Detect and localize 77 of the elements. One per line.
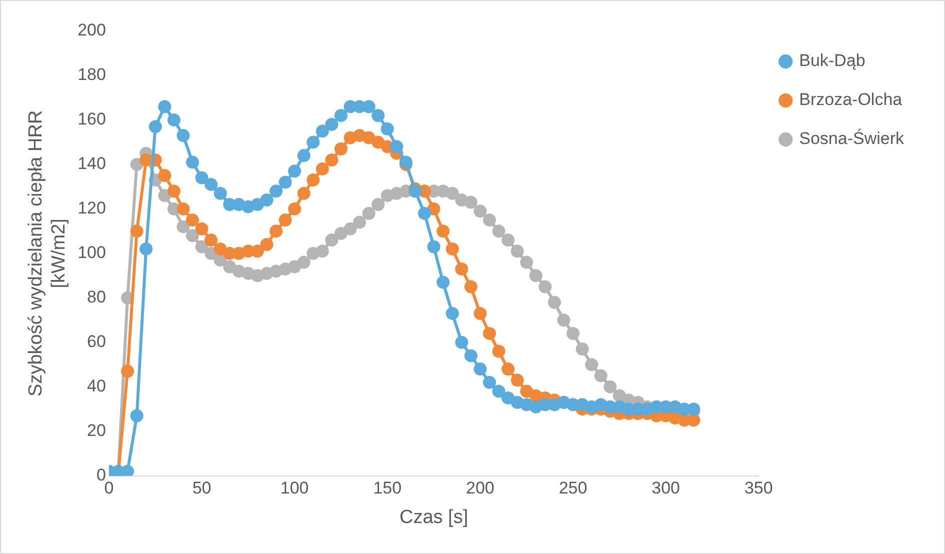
point <box>353 216 366 229</box>
point <box>176 202 190 216</box>
point <box>455 262 468 276</box>
y-axis-title: Szybkość wydzielania ciepła HRR [kW/m2] <box>26 110 70 396</box>
point <box>474 306 487 320</box>
y-tick-label: 120 <box>78 198 106 218</box>
point <box>474 204 487 218</box>
point <box>594 369 608 382</box>
y-tick-label: 0 <box>96 465 106 484</box>
point <box>604 380 617 394</box>
legend-label: Sosna-Świerk <box>799 128 904 148</box>
point <box>482 326 496 340</box>
point <box>464 280 478 294</box>
point <box>278 214 292 227</box>
point <box>176 220 190 234</box>
x-tick-label: 150 <box>373 478 402 498</box>
point <box>372 198 385 211</box>
point <box>270 224 283 238</box>
y-tick-label: 60 <box>87 332 106 352</box>
point <box>130 224 144 238</box>
point <box>167 184 180 198</box>
point <box>492 224 506 238</box>
point <box>297 256 310 269</box>
point <box>195 222 208 236</box>
x-tick-label: 350 <box>744 478 773 498</box>
point <box>687 414 700 427</box>
point <box>297 186 310 200</box>
point <box>306 174 320 187</box>
point <box>288 202 302 216</box>
point <box>482 214 496 227</box>
x-tick-label: 200 <box>466 478 494 498</box>
y-tick-label: 180 <box>78 65 106 84</box>
legend-label: Brzoza-Olcha <box>799 90 903 110</box>
x-tick-label: 100 <box>280 478 309 498</box>
y-tick-label: 20 <box>87 421 106 440</box>
point <box>204 234 218 247</box>
point <box>158 169 172 182</box>
point <box>502 234 515 247</box>
point <box>548 296 561 309</box>
point <box>325 153 338 166</box>
x-axis-title: Czas [s] <box>399 506 468 528</box>
y-tick-label: 200 <box>78 20 106 40</box>
y-tick-label: 160 <box>78 110 106 129</box>
x-tick-label: 50 <box>192 478 212 498</box>
point <box>334 142 348 156</box>
point <box>436 224 450 238</box>
point <box>260 238 274 252</box>
point <box>576 342 589 356</box>
point <box>250 244 264 258</box>
point <box>520 256 534 269</box>
point <box>538 280 552 294</box>
point <box>186 229 199 242</box>
point <box>316 244 329 258</box>
point <box>502 362 515 376</box>
y-tick-label: 40 <box>87 376 106 396</box>
legend-label: Buk-Dąb <box>799 51 866 70</box>
point <box>510 374 524 387</box>
y-tick-label: 140 <box>78 154 106 174</box>
point <box>492 344 506 358</box>
point <box>529 269 542 282</box>
point <box>510 244 524 258</box>
point <box>446 242 459 256</box>
y-tick-label: 80 <box>87 288 106 307</box>
point <box>362 206 376 220</box>
point <box>446 186 459 200</box>
point <box>566 326 580 340</box>
point <box>344 222 357 236</box>
y-tick-label: 100 <box>78 243 106 262</box>
point <box>585 358 598 372</box>
point <box>325 234 338 247</box>
point <box>464 196 478 209</box>
point <box>186 214 199 227</box>
point <box>121 364 134 378</box>
x-tick-label: 250 <box>558 478 588 498</box>
point <box>316 162 329 176</box>
x-tick-label: 300 <box>652 478 680 498</box>
point <box>557 314 570 327</box>
